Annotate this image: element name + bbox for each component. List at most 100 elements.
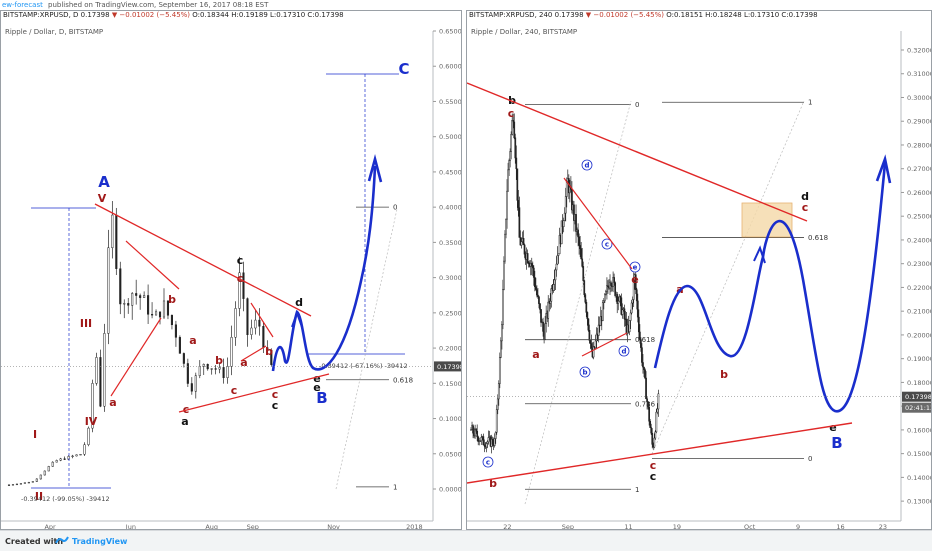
y-tick-label: 0.24000	[907, 236, 932, 244]
candle-body	[266, 347, 269, 351]
publisher-name[interactable]: ew-forecast	[2, 1, 43, 9]
candle-body	[504, 233, 506, 262]
wave-label: a	[109, 396, 116, 409]
left-symbol[interactable]: BITSTAMP:XRPUSD, D	[3, 11, 79, 19]
candle-body	[604, 293, 606, 302]
projection-arrow-icon	[367, 153, 383, 183]
y-tick-label: 0.27000	[907, 165, 932, 173]
candle-body	[482, 436, 485, 446]
candle-body	[182, 353, 185, 364]
price-tag-box	[434, 361, 461, 372]
candle-body	[480, 437, 483, 442]
candle-body	[526, 253, 529, 264]
candle-body	[491, 439, 494, 445]
x-tick-label: 19	[673, 523, 681, 530]
candle-body	[520, 241, 523, 246]
fib-diagonal	[524, 100, 632, 505]
candle-body	[254, 319, 257, 329]
right-symbol-header: BITSTAMP:XRPUSD, 240 0.17398 ▼ −0.01002 …	[469, 11, 818, 19]
candle-body	[477, 436, 480, 442]
wave-label-black: c	[650, 470, 657, 483]
candle-body	[613, 277, 615, 283]
candle-body	[512, 120, 515, 123]
wave-label: II	[35, 490, 43, 503]
candle-body	[508, 160, 510, 171]
candle-body	[602, 300, 605, 303]
candle-body	[560, 220, 563, 245]
candle-body	[178, 337, 181, 354]
candle-body	[522, 238, 525, 246]
y-tick-label: 0.31000	[907, 70, 932, 78]
price-tag-text: 02:41:13	[905, 404, 932, 412]
candle-body	[95, 357, 98, 384]
wave-label: b	[720, 368, 728, 381]
candle-body	[587, 318, 590, 331]
candle-body	[210, 368, 213, 370]
right-chart-svg[interactable]: 0.32000 0.31000 0.30000 0.29000 0.28000 0.270…	[467, 11, 932, 530]
trendline-lower	[467, 422, 853, 484]
right-symbol[interactable]: BITSTAMP:XRPUSD, 240	[469, 11, 553, 19]
candle-body	[535, 286, 537, 290]
candle-body	[493, 438, 496, 446]
wave-label: III	[80, 317, 92, 330]
candle-body	[35, 478, 38, 482]
candle-body	[11, 484, 15, 486]
candle-body	[186, 363, 189, 384]
wave-label: e	[633, 264, 638, 272]
left-chart-panel[interactable]: BITSTAMP:XRPUSD, D 0.17398 ▼ −0.01002 (−…	[0, 10, 462, 530]
candle-body	[472, 425, 474, 434]
y-tick-label: 0.20000	[439, 345, 462, 353]
candle-body	[527, 262, 530, 265]
candle-body	[656, 408, 659, 413]
trendline-wave	[581, 332, 628, 357]
wave-label: d	[295, 296, 303, 309]
wave-label: b	[215, 354, 223, 367]
candle-body	[639, 331, 641, 340]
candle-body	[75, 454, 78, 457]
candle-body	[585, 301, 588, 313]
wave-label-darkred: c	[272, 388, 279, 401]
candle-body	[135, 293, 138, 296]
candle-body	[476, 430, 479, 438]
candle-body	[635, 289, 638, 302]
candle-body	[578, 236, 580, 246]
wave-label: c	[237, 254, 244, 267]
x-tick-label: Apr	[44, 523, 56, 530]
candle-body	[595, 333, 598, 342]
candle-body	[647, 401, 649, 408]
wave-label: C	[398, 60, 409, 78]
candle-body	[131, 293, 134, 306]
right-chart-panel[interactable]: BITSTAMP:XRPUSD, 240 0.17398 ▼ −0.01002 …	[466, 10, 932, 530]
candle-body	[649, 420, 652, 428]
candle-body	[634, 274, 637, 290]
wave-label: b	[508, 94, 516, 107]
candle-body	[616, 294, 619, 304]
candle-body	[43, 470, 46, 476]
candle-body	[523, 244, 526, 255]
candle-body	[91, 383, 94, 429]
candle-body	[479, 440, 482, 442]
candle-body	[143, 295, 146, 298]
wave-label: e	[313, 372, 320, 385]
candle-body	[530, 263, 533, 266]
fib-level-label: 0	[808, 455, 812, 463]
candle-body	[162, 300, 166, 318]
wave-label: B	[316, 389, 327, 407]
candle-body	[590, 343, 593, 349]
candle-body	[99, 357, 102, 407]
y-tick-label: 0.19000	[907, 355, 932, 363]
candle-body	[230, 337, 233, 367]
tradingview-brand[interactable]: TradingView	[72, 537, 128, 546]
candle-body	[562, 220, 565, 227]
wave-label: IV	[85, 415, 98, 428]
wave-label: c	[486, 459, 490, 467]
x-tick-label: 23	[879, 523, 887, 530]
y-tick-label: 0.30000	[439, 274, 462, 282]
candle-body	[67, 456, 70, 460]
candle-body	[190, 383, 193, 392]
